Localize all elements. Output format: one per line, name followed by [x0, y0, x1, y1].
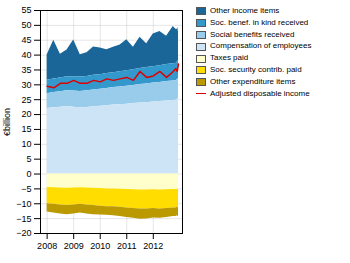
svg-text:45: 45 [21, 35, 31, 45]
svg-text:2009: 2009 [64, 241, 84, 251]
svg-text:€billion: €billion [2, 108, 12, 136]
svg-text:10: 10 [21, 139, 31, 149]
svg-text:15: 15 [21, 124, 31, 134]
svg-text:50: 50 [21, 20, 31, 30]
html-text:Soc. benef. in kind received: Soc. benef. in kind received [210, 17, 309, 27]
svg-text:−5: −5 [21, 184, 31, 194]
html-text:Compensation of employees: Compensation of employees [210, 41, 312, 51]
svg-text:−10: −10 [16, 199, 31, 209]
html-text:Social benefits received: Social benefits received [210, 29, 295, 39]
svg-text:2011: 2011 [117, 241, 136, 251]
svg-text:5: 5 [26, 154, 31, 164]
html-text:Other income items: Other income items [210, 6, 280, 15]
svg-text:0: 0 [26, 169, 31, 179]
html-text:Soc. security contrib. paid: Soc. security contrib. paid [210, 65, 302, 74]
svg-text:40: 40 [21, 50, 31, 60]
svg-text:2012: 2012 [143, 241, 163, 251]
html-text:Taxes paid: Taxes paid [210, 53, 249, 63]
svg-text:20: 20 [21, 109, 31, 119]
svg-text:30: 30 [21, 80, 31, 90]
html-text:Adjusted disposable income: Adjusted disposable income [210, 88, 310, 98]
svg-text:25: 25 [21, 95, 31, 105]
html-text:Other expenditure items: Other expenditure items [210, 76, 296, 86]
svg-text:2010: 2010 [90, 241, 110, 251]
svg-text:55: 55 [21, 5, 31, 15]
svg-text:−15: −15 [16, 214, 31, 224]
svg-text:2008: 2008 [37, 241, 57, 251]
svg-text:−20: −20 [16, 228, 31, 238]
svg-text:35: 35 [21, 65, 31, 75]
